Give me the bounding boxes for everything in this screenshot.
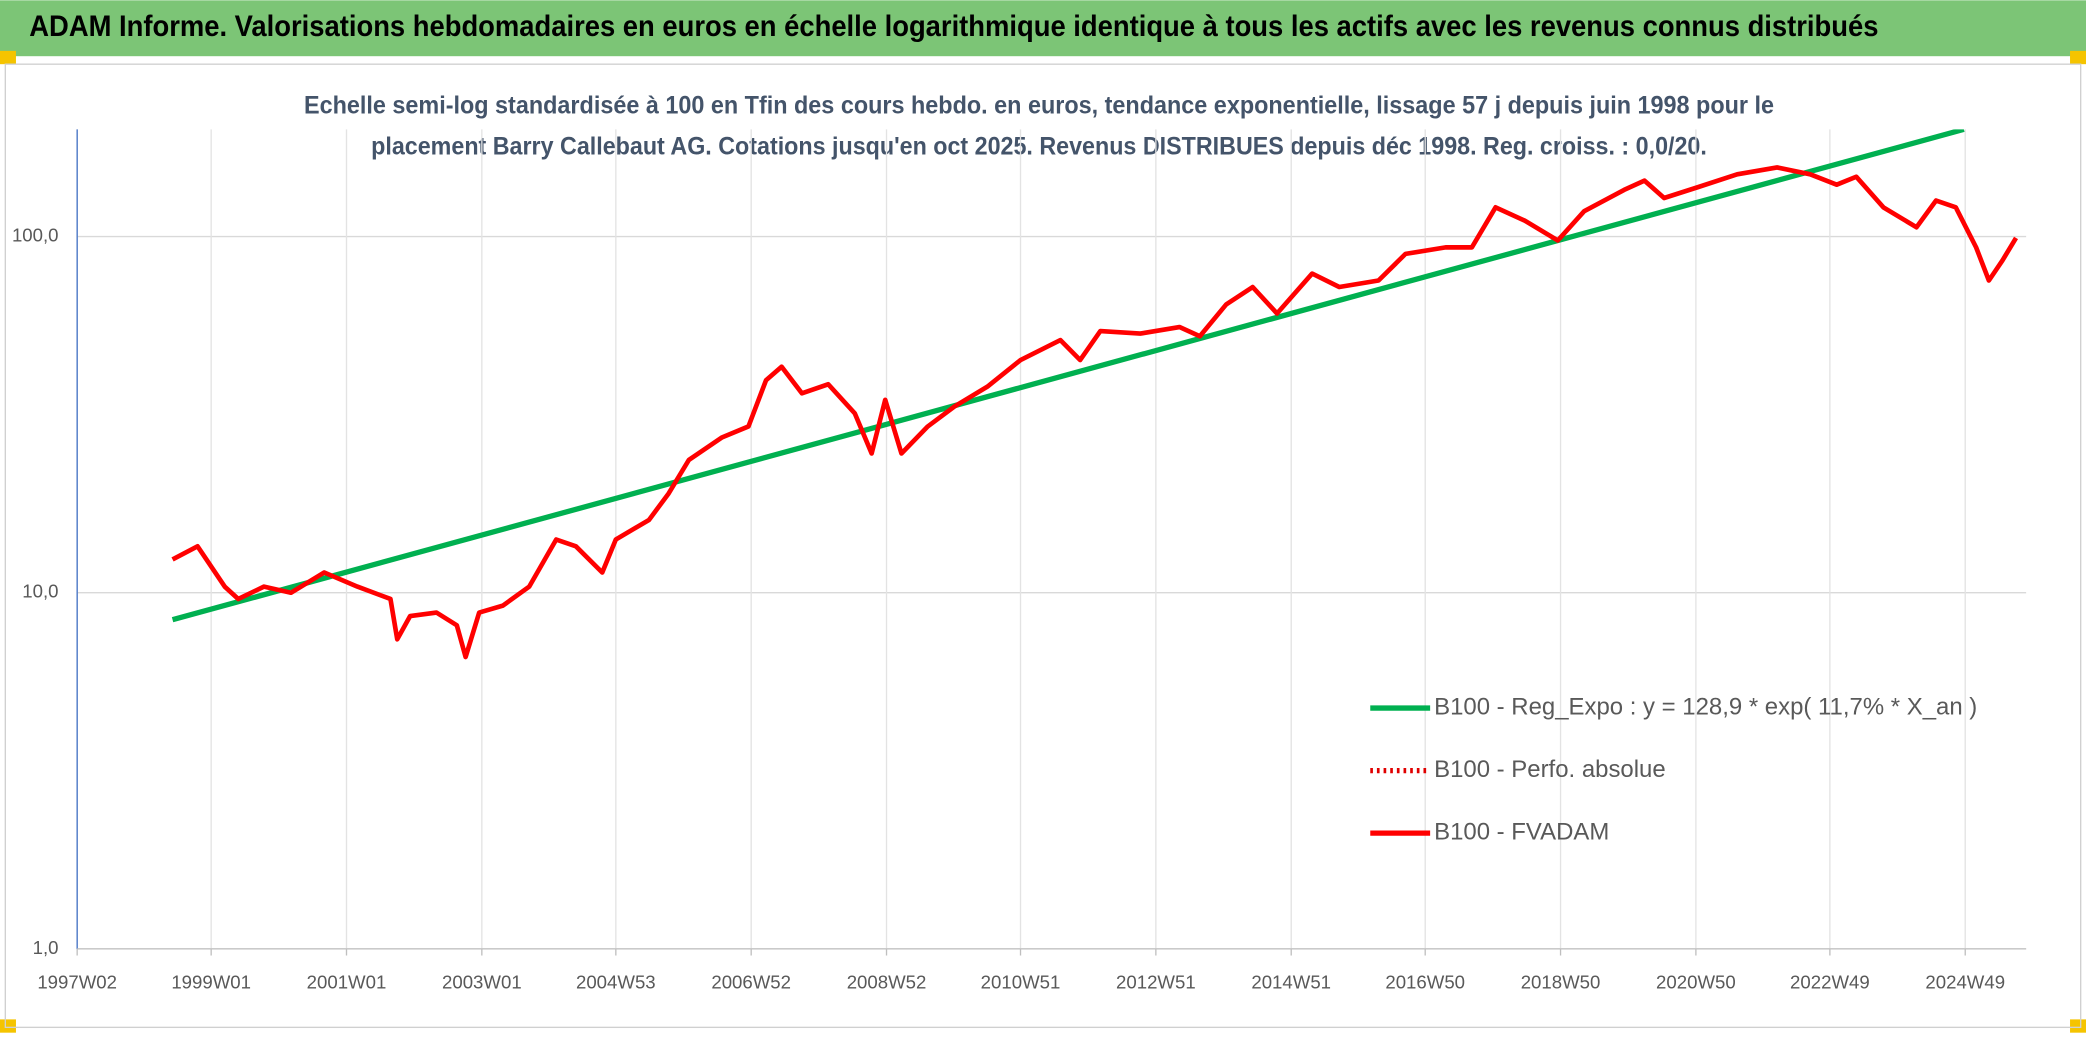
subtitle: Echelle semi-log standardisée à 100 en T… xyxy=(304,91,1774,119)
legend-label: B100 - Perfo. absolue xyxy=(1434,756,1666,783)
x-tick-label: 2022W49 xyxy=(1790,971,1870,992)
labels: 1,0 10,0 100,0 1997W02 1999W01 2001W01 2003W01… xyxy=(12,224,2005,992)
x-tick-label: 2012W51 xyxy=(1116,971,1196,992)
y-tick-label: 10,0 xyxy=(22,581,58,602)
x-tick-label: 1997W02 xyxy=(37,971,117,992)
x-tick-label: 2018W50 xyxy=(1521,971,1601,992)
corner xyxy=(2070,50,2086,65)
x-tick-label: 2008W52 xyxy=(847,971,927,992)
x-tick-label: 2004W53 xyxy=(576,971,656,992)
x-tick-label: 2020W50 xyxy=(1656,971,1736,992)
x-tick-label: 1999W01 xyxy=(171,971,251,992)
y-tick-label: 1,0 xyxy=(33,937,59,958)
plot xyxy=(171,129,2019,660)
frame xyxy=(4,63,2082,1029)
x-tick-label: 2006W52 xyxy=(711,971,791,992)
x-tick-label: 2001W01 xyxy=(307,971,387,992)
corner xyxy=(0,50,16,65)
corner xyxy=(0,1019,16,1033)
series-line xyxy=(171,129,1965,623)
x-tick-label: 2003W01 xyxy=(442,971,522,992)
subtitle: placement Barry Callebaut AG. Cotations … xyxy=(371,133,1707,161)
x-tick-label: 2024W49 xyxy=(1925,971,2005,992)
series-line xyxy=(171,165,2019,660)
chart-title: ADAM Informe. Valorisations hebdomadaire… xyxy=(29,11,1878,43)
legend-label: B100 - Reg_Expo : y = 128,9 * exp( 11,7%… xyxy=(1434,693,1977,720)
y-tick-label: 100,0 xyxy=(12,224,59,245)
x-tick-label: 2016W50 xyxy=(1385,971,1465,992)
grid xyxy=(76,129,2027,956)
legend-label: B100 - FVADAM xyxy=(1434,818,1609,845)
corner xyxy=(2070,1019,2086,1033)
title-bar xyxy=(0,0,2086,57)
x-tick-label: 2010W51 xyxy=(981,971,1061,992)
x-tick-label: 2014W51 xyxy=(1251,971,1331,992)
